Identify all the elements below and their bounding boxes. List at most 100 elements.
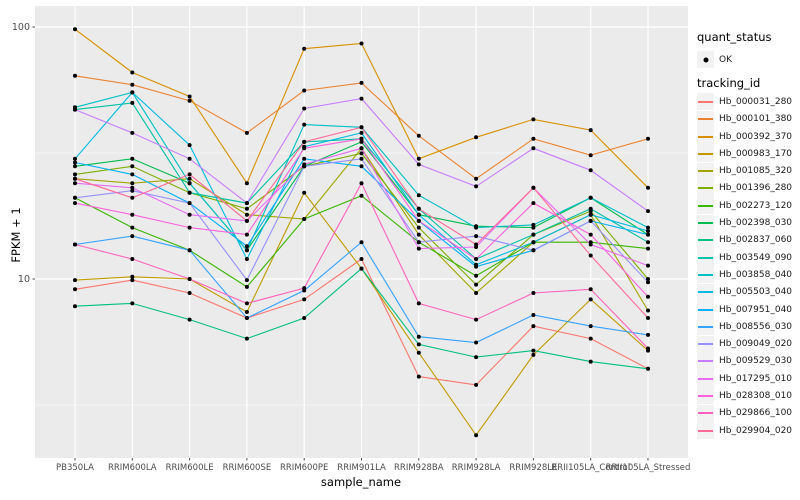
data-point bbox=[531, 201, 536, 206]
data-point bbox=[474, 225, 479, 230]
legend-item-Hb_000392_370: Hb_000392_370 bbox=[697, 128, 800, 146]
data-point bbox=[474, 282, 479, 287]
data-point bbox=[73, 27, 77, 32]
data-point bbox=[588, 253, 593, 258]
data-point bbox=[359, 240, 364, 245]
data-point bbox=[474, 135, 479, 140]
data-point bbox=[244, 336, 249, 341]
data-point bbox=[416, 218, 421, 223]
data-point bbox=[187, 181, 192, 186]
legend-key-box bbox=[697, 283, 714, 301]
data-point bbox=[302, 106, 307, 111]
data-point bbox=[416, 162, 421, 167]
data-point bbox=[588, 324, 593, 329]
data-point bbox=[359, 266, 364, 271]
data-point bbox=[416, 133, 421, 138]
data-point bbox=[187, 317, 192, 322]
data-point bbox=[646, 136, 650, 141]
data-point bbox=[73, 195, 77, 200]
legend-item-Hb_008556_030: Hb_008556_030 bbox=[697, 318, 800, 336]
legend-key-box bbox=[697, 370, 714, 388]
data-point bbox=[588, 206, 593, 211]
data-point bbox=[588, 195, 593, 200]
data-point bbox=[474, 433, 479, 438]
data-point bbox=[531, 185, 536, 190]
legend-item-label: Hb_003858_040 bbox=[719, 269, 793, 280]
legend-key-box bbox=[697, 422, 714, 440]
legend-line-swatch bbox=[698, 135, 713, 138]
data-point bbox=[130, 301, 135, 306]
legend-item-label: Hb_000392_370 bbox=[719, 131, 793, 142]
legend-line-swatch bbox=[698, 291, 713, 294]
legend-line-swatch bbox=[698, 100, 713, 103]
data-point bbox=[646, 316, 650, 320]
data-point bbox=[302, 156, 307, 161]
legend: quant_status OK tracking_id Hb_000031_28… bbox=[697, 30, 800, 440]
legend-item-Hb_005503_040: Hb_005503_040 bbox=[697, 283, 800, 301]
data-point bbox=[187, 277, 192, 281]
data-point bbox=[416, 350, 421, 355]
data-point bbox=[416, 212, 421, 217]
data-point bbox=[130, 130, 135, 135]
data-point bbox=[359, 41, 364, 46]
data-point bbox=[474, 291, 479, 295]
data-point bbox=[474, 176, 479, 181]
data-point bbox=[302, 139, 307, 144]
legend-item-label: Hb_002273_120 bbox=[719, 200, 793, 211]
legend-item-Hb_002273_120: Hb_002273_120 bbox=[697, 197, 800, 215]
legend-item-Hb_007951_040: Hb_007951_040 bbox=[697, 301, 800, 318]
data-point bbox=[359, 146, 364, 151]
data-point bbox=[531, 232, 536, 237]
data-point bbox=[73, 181, 77, 186]
data-point bbox=[474, 355, 479, 360]
legend-item-label: Hb_002837_060 bbox=[719, 235, 793, 246]
data-point bbox=[646, 246, 650, 251]
data-point bbox=[244, 301, 249, 306]
data-point bbox=[359, 193, 364, 198]
data-point bbox=[130, 212, 135, 217]
legend-item-Hb_009049_020: Hb_009049_020 bbox=[697, 335, 800, 353]
data-point bbox=[359, 164, 364, 169]
data-point bbox=[244, 310, 249, 314]
data-point bbox=[302, 46, 307, 51]
data-point bbox=[359, 125, 364, 130]
legend-item-label: Hb_017295_010 bbox=[719, 373, 793, 384]
legend-title-quant-status: quant_status bbox=[697, 30, 772, 44]
data-point bbox=[302, 162, 307, 167]
legend-line-swatch bbox=[698, 325, 713, 328]
legend-item-label: Hb_003549_090 bbox=[719, 252, 793, 263]
data-point bbox=[130, 274, 135, 279]
x-axis-title: sample_name bbox=[320, 475, 402, 489]
data-point bbox=[646, 232, 650, 237]
legend-line-swatch bbox=[698, 239, 713, 242]
data-point bbox=[244, 212, 249, 217]
legend-item-label: Hb_001085_320 bbox=[719, 166, 793, 177]
data-point bbox=[73, 304, 77, 309]
legend-key-box bbox=[697, 266, 714, 284]
data-point bbox=[244, 257, 249, 261]
legend-item-label: Hb_028308_010 bbox=[719, 390, 793, 401]
data-point bbox=[359, 156, 364, 161]
legend-item-Hb_029866_100: Hb_029866_100 bbox=[697, 404, 800, 422]
data-point bbox=[646, 185, 650, 190]
data-point bbox=[474, 382, 479, 387]
legend-item-Hb_000031_280: Hb_000031_280 bbox=[697, 93, 800, 111]
data-point bbox=[359, 181, 364, 186]
data-point bbox=[130, 172, 135, 177]
data-point bbox=[187, 94, 192, 99]
data-point bbox=[646, 229, 650, 233]
data-point bbox=[359, 80, 364, 85]
legend-item-label: Hb_008556_030 bbox=[719, 321, 793, 332]
data-point bbox=[187, 201, 192, 206]
legend-line-swatch bbox=[698, 204, 713, 207]
data-point bbox=[474, 234, 479, 239]
data-point bbox=[244, 248, 249, 253]
data-point bbox=[531, 291, 536, 295]
data-point bbox=[531, 136, 536, 141]
legend-item-label: Hb_029866_100 bbox=[719, 408, 793, 419]
legend-key-box bbox=[697, 249, 714, 267]
data-point bbox=[73, 156, 77, 161]
data-point bbox=[244, 232, 249, 237]
data-point bbox=[130, 82, 135, 87]
